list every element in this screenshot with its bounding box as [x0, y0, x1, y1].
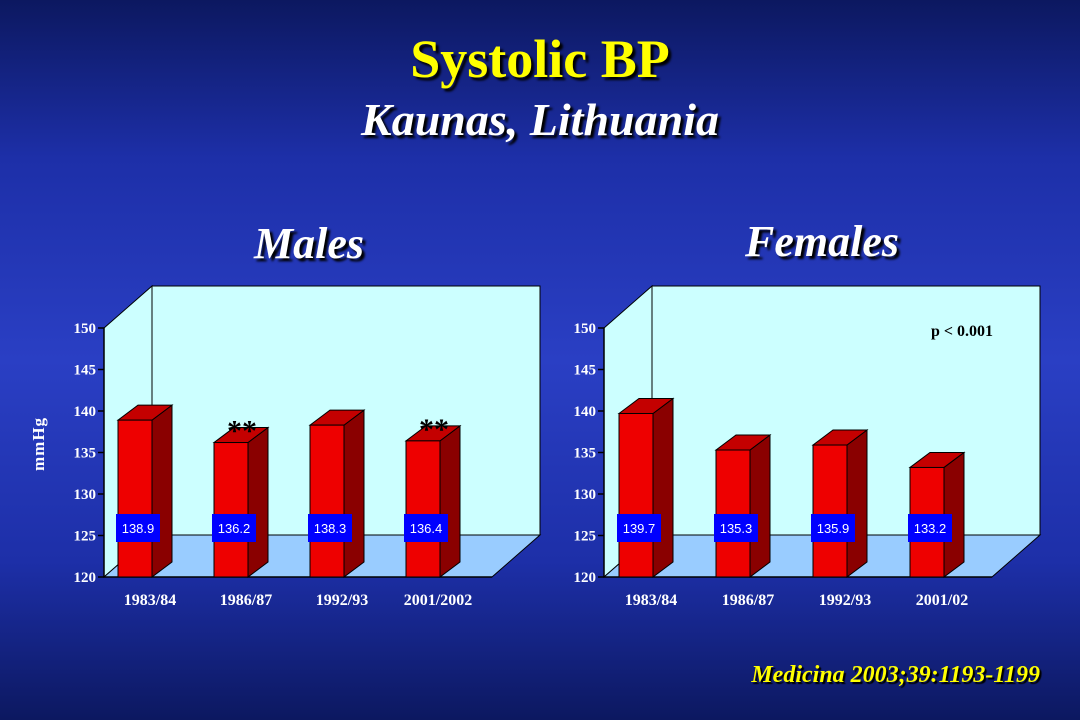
- value-label-box: [908, 514, 952, 542]
- slide-subtitle: Kaunas, Lithuania: [361, 94, 719, 145]
- x-tick-label: 1983/84: [625, 592, 677, 609]
- males-chart: 120 125 130 135 140 145 150 138.9 1983/84 136.2 19…: [74, 284, 542, 609]
- y-tick-label: 120: [74, 570, 97, 586]
- bar: [405, 440, 441, 578]
- males-panel-title: Males: [254, 219, 364, 268]
- females-chart: 120 125 130 135 140 145 150 139.7 1983/84 135.3 19…: [574, 284, 1042, 609]
- significance-mark: **: [419, 413, 449, 446]
- y-tick-label: 130: [74, 487, 97, 503]
- y-tick-label: 135: [574, 446, 597, 462]
- bar: [117, 419, 153, 578]
- value-label-box: [308, 514, 352, 542]
- y-tick-label: 150: [74, 321, 97, 337]
- value-label-box: [617, 514, 661, 542]
- value-label-box: [811, 514, 855, 542]
- bar-side-face: [247, 426, 269, 578]
- value-label: 139.7: [623, 521, 656, 536]
- slide-title: Systolic BP: [410, 29, 670, 89]
- y-tick-label: 140: [574, 404, 597, 420]
- y-tick-label: 145: [574, 363, 597, 379]
- value-label-box: [404, 514, 448, 542]
- value-label: 135.3: [720, 521, 753, 536]
- y-tick-label: 130: [574, 487, 597, 503]
- y-tick-label: 135: [74, 446, 97, 462]
- x-tick-label: 1992/93: [819, 592, 871, 609]
- x-tick-label: 2001/2002: [404, 592, 472, 609]
- value-label: 136.2: [218, 521, 251, 536]
- females-panel-title: Females: [745, 217, 899, 266]
- bar: [618, 412, 654, 578]
- y-tick-label: 150: [574, 321, 597, 337]
- y-tick-label: 125: [74, 529, 97, 545]
- x-tick-label: 1992/93: [316, 592, 368, 609]
- value-label-box: [116, 514, 160, 542]
- value-label: 138.9: [122, 521, 155, 536]
- y-tick-label: 145: [74, 363, 97, 379]
- value-label: 138.3: [314, 521, 347, 536]
- p-value-annotation: p < 0.001: [931, 323, 993, 340]
- value-label: 136.4: [410, 521, 443, 536]
- bar: [309, 424, 345, 578]
- bar-side-face: [343, 409, 365, 578]
- bar-side-face: [846, 429, 868, 578]
- bar: [715, 449, 751, 578]
- y-tick-label: 125: [574, 529, 597, 545]
- significance-mark: **: [227, 415, 257, 448]
- y-tick-label: 140: [74, 404, 97, 420]
- bar: [213, 442, 249, 578]
- bar-side-face: [749, 434, 771, 578]
- y-tick-label: 120: [574, 570, 597, 586]
- value-label-box: [212, 514, 256, 542]
- x-tick-label: 1983/84: [124, 592, 176, 609]
- value-label-box: [714, 514, 758, 542]
- x-tick-label: 1986/87: [220, 592, 272, 609]
- x-tick-label: 2001/02: [916, 592, 968, 609]
- bar-side-face: [652, 397, 674, 578]
- value-label: 133.2: [914, 521, 947, 536]
- bar: [812, 444, 848, 578]
- bar-side-face: [151, 404, 173, 578]
- citation: Medicina 2003;39:1193-1199: [751, 662, 1040, 688]
- value-label: 135.9: [817, 521, 850, 536]
- x-tick-label: 1986/87: [722, 592, 774, 609]
- bar-side-face: [439, 424, 461, 578]
